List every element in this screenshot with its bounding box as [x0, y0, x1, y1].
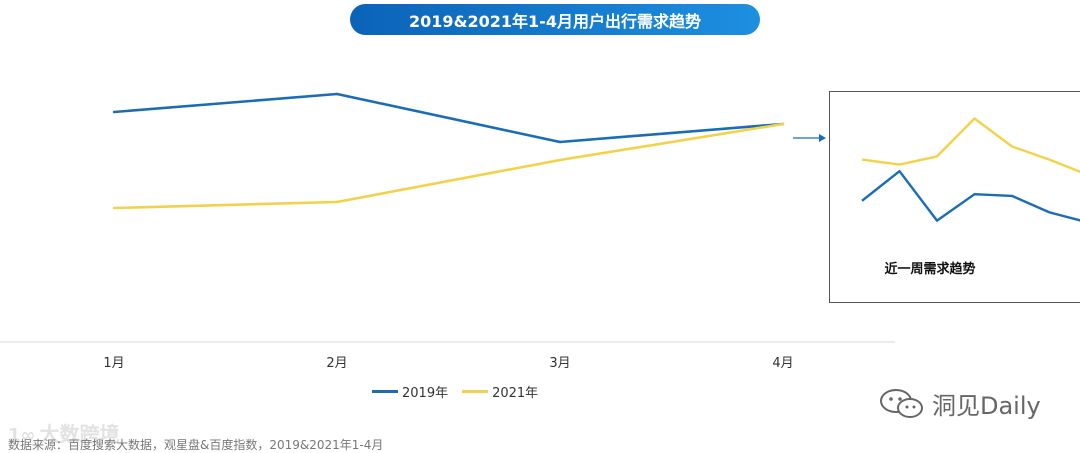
data-point-2019年-1月 [112, 110, 116, 114]
x-tick-label: 4月 [772, 356, 793, 371]
legend-label-2019: 2019年 [402, 386, 449, 401]
brand-name: 洞见Daily [932, 392, 1041, 420]
wechat-icon [880, 388, 923, 418]
inset-label: 近一周需求趋势 [884, 262, 976, 277]
legend-item-2019: 2019年 [372, 382, 448, 401]
x-tick-label: 2月 [326, 356, 347, 371]
source-note: 数据来源：百度搜索大数据，观星盘&百度指数，2019&2021年1-4月 [8, 438, 384, 452]
data-point-2021年-3月 [558, 158, 562, 162]
series-line-2021年 [113, 122, 784, 210]
inset-line-chart [861, 117, 1080, 222]
arrow-icon [793, 134, 826, 142]
legend-label-2021: 2021年 [492, 386, 539, 401]
recent-week-inset: 近一周需求趋势 [829, 91, 1080, 303]
legend-swatch-2021 [462, 390, 489, 393]
data-point-2019年-2月 [335, 92, 339, 96]
inset-series-line-2019年 [861, 169, 1080, 222]
watermark: 1∞ 大数跨境 [8, 418, 120, 447]
brand: 洞见Daily [878, 386, 1041, 421]
watermark-text: 大数跨境 [39, 422, 120, 446]
watermark-logo-icon: 1∞ [8, 425, 36, 446]
legend-item-2021: 2021年 [462, 382, 538, 401]
inset-series-line-2021年 [861, 117, 1080, 174]
series-line-2019年 [113, 92, 784, 144]
x-tick-label: 3月 [549, 356, 570, 371]
data-point-2019年-3月 [558, 140, 562, 144]
chart-title: 2019&2021年1-4月用户出行需求趋势 [350, 4, 760, 35]
line-chart: 1月 2月 3月 4月 [0, 92, 895, 371]
data-point-2021年-1月 [112, 206, 116, 210]
data-point-2021年-2月 [335, 200, 339, 204]
data-point-2021年-4月 [781, 122, 785, 126]
legend: 2019年 2021年 [372, 382, 552, 401]
x-tick-label: 1月 [103, 356, 124, 371]
legend-swatch-2019 [372, 390, 398, 393]
